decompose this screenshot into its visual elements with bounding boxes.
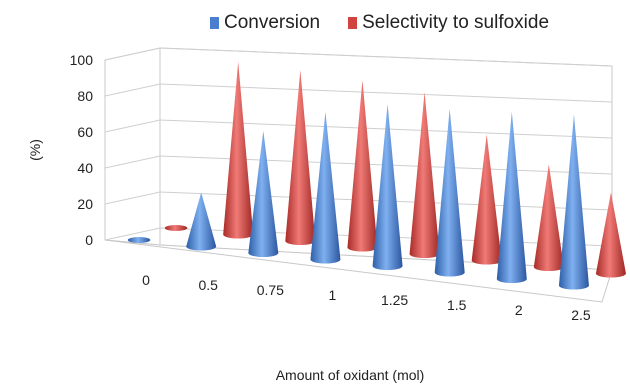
cone-body [558, 114, 589, 290]
cone-body [471, 134, 502, 265]
cone-body [409, 92, 440, 258]
legend-label-conversion: Conversion [224, 12, 321, 33]
cone-body [223, 61, 254, 239]
cone-conversion [558, 114, 589, 290]
legend-swatch-selectivity [348, 17, 358, 29]
cone-conversion [372, 104, 403, 270]
cone-base [164, 225, 188, 231]
y-axis-label: (%) [27, 139, 43, 161]
gridlines [104, 47, 613, 247]
cone-body [496, 111, 527, 283]
x-tick-label: 2.5 [571, 307, 591, 323]
cone-body [595, 192, 626, 278]
cone-body [347, 80, 378, 252]
cone-body [372, 104, 403, 270]
y-tick-label: 80 [77, 88, 93, 104]
x-tick-label: 0.75 [257, 282, 284, 298]
cone-selectivity [285, 70, 316, 245]
chart-legend: Conversion Selectivity to sulfoxide [210, 12, 549, 34]
x-tick-label: 2 [515, 302, 523, 318]
cone-body [310, 111, 341, 264]
cone-selectivity [347, 80, 378, 252]
cone-conversion [310, 111, 341, 264]
cone-body [285, 70, 316, 245]
cone-selectivity [164, 225, 188, 231]
cone-selectivity [223, 61, 254, 239]
gridline [104, 47, 613, 67]
y-tick-label: 100 [70, 52, 94, 68]
cone-selectivity [471, 134, 502, 265]
side-wall [104, 47, 161, 246]
gridline [104, 155, 613, 175]
cone-selectivity [595, 192, 626, 278]
gridline [104, 119, 613, 139]
cone-selectivity [409, 92, 440, 258]
cone-conversion [248, 130, 279, 257]
gridline [104, 191, 613, 211]
y-tick-label: 0 [85, 232, 93, 248]
cone-body [186, 192, 217, 251]
y-tick-label: 40 [77, 160, 93, 176]
x-tick-label: 1.25 [381, 292, 408, 308]
legend-item-selectivity: Selectivity to sulfoxide [348, 12, 549, 34]
cone-body [533, 164, 564, 271]
y-tick-label: 60 [77, 124, 93, 140]
cone-body [248, 130, 279, 257]
x-tick-label: 1.5 [447, 297, 467, 313]
cone-body [434, 108, 465, 277]
y-axis-ticks: 0 20 40 60 80 100 [70, 52, 94, 248]
cone-base [127, 237, 151, 243]
legend-label-selectivity: Selectivity to sulfoxide [362, 12, 550, 33]
x-axis-label: Amount of oxidant (mol) [276, 367, 425, 383]
cone-selectivity [533, 164, 564, 271]
x-tick-label: 0.5 [198, 277, 218, 293]
y-tick-label: 20 [77, 196, 93, 212]
cone-conversion [434, 108, 465, 277]
x-tick-label: 0 [142, 272, 150, 288]
cone-conversion [496, 111, 527, 283]
x-tick-label: 1 [329, 287, 337, 303]
cone-conversion [127, 237, 151, 243]
x-axis-ticks: 0 0.5 0.75 1 1.25 1.5 2 2.5 [142, 272, 591, 323]
cone-conversion [186, 192, 217, 251]
gridline [104, 83, 613, 103]
legend-item-conversion: Conversion [210, 12, 320, 34]
legend-swatch-conversion [210, 17, 219, 29]
chart-marks [127, 61, 626, 290]
